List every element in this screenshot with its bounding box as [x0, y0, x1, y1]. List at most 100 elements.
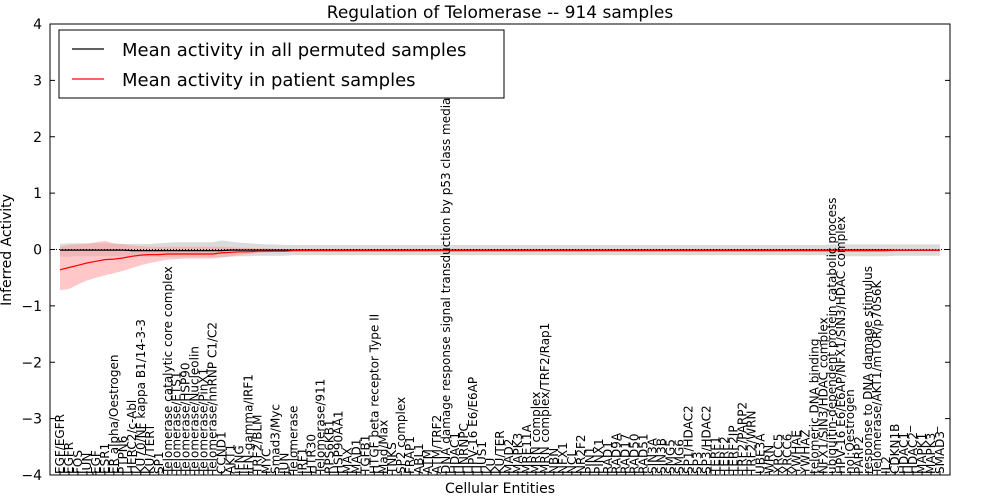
x-category-label: UBE3A: [753, 433, 767, 474]
x-category-label: JUN: [80, 453, 94, 475]
x-category-label: HDAC1: [448, 432, 462, 474]
x-category-label: response to DNA damage stimulus: [861, 266, 875, 474]
x-category-label: IL2: [879, 456, 893, 474]
x-category-label: PTPN6: [116, 436, 130, 474]
chart-title: Regulation of Telomerase -- 914 samples: [327, 3, 674, 23]
x-category-label: SMAD3: [933, 431, 947, 474]
x-category-label: MRE11A: [520, 423, 534, 474]
x-category-label: Smad3/Myc: [269, 404, 283, 474]
x-category-label: IFN-gamma/IRF1: [242, 374, 256, 474]
x-category-label: nol:Oestrogen: [843, 389, 857, 474]
x-category-label: TRF2/PARP2: [735, 402, 749, 475]
x-category-label: SMG6: [673, 439, 687, 474]
x-category-label: telomeric DNA binding: [807, 339, 821, 475]
x-category-label: HDAC2: [906, 432, 920, 474]
x-category-label: EGFR: [62, 442, 76, 474]
x-category-label: NR2F2: [574, 435, 588, 475]
y-tick-label: 2: [33, 130, 42, 146]
x-category-label: XRCC6: [780, 434, 794, 474]
x-category-label: SMG5: [664, 439, 678, 474]
x-category-label: Telomerase/HSP90: [179, 362, 193, 475]
x-category-label: MYC: [260, 449, 274, 474]
x-category-label: PARP2: [852, 436, 866, 474]
x-category-label: MAD2: [502, 439, 516, 474]
y-tick-label: −3: [21, 412, 42, 428]
y-tick-label: 1: [33, 186, 42, 202]
y-tick-label: 4: [33, 17, 42, 33]
x-category-label: AKT1: [224, 444, 238, 474]
x-category-label: TERF2: [718, 436, 732, 475]
x-category-label: MAPK3_: [924, 426, 938, 474]
x-category-label: SP2 complex: [394, 397, 408, 474]
x-category-label: PINX1: [592, 438, 606, 474]
y-tick-label: −4: [21, 468, 42, 484]
x-category-label: IRF1: [295, 448, 309, 474]
x-category-label: ER alpha/Oestrogen: [107, 355, 121, 474]
x-category-label: MAX: [340, 447, 354, 474]
x-category-label: HSP90AA1: [331, 410, 345, 474]
x-category-label: MAPK3: [511, 433, 525, 474]
x-category-label: NCL: [565, 450, 579, 474]
x-category-label: KU/TERT: [143, 423, 157, 474]
x-category-label: MRN complex/TRF2/Rap1: [538, 323, 552, 474]
y-tick-label: −1: [21, 299, 42, 315]
y-axis-label: Inferred Activity: [0, 194, 15, 306]
x-category-label: Telomerase/Nucleolin: [188, 346, 202, 475]
y-tick-label: 0: [33, 243, 42, 259]
x-category-label: MRN complex: [529, 392, 543, 474]
x-category-label: PIN1: [583, 447, 597, 474]
legend-permuted-label: Mean activity in all permuted samples: [122, 40, 466, 61]
x-category-label: Telomerase/AKT1/mTOR/p70S6K: [870, 279, 884, 475]
x-category-label: Telomerase/hnRNP C1/C2: [206, 322, 220, 475]
x-category-label: HDAC1_: [897, 425, 911, 474]
x-category-label: HUS1: [475, 441, 489, 474]
legend-patient-label: Mean activity in patient samples: [122, 70, 416, 91]
x-category-label: RAD1: [601, 441, 615, 474]
x-category-label: ESR1: [98, 443, 112, 474]
x-category-label: Telomerase/ETS1: [170, 371, 184, 475]
x-category-label: XRCC5: [771, 434, 785, 474]
x-category-label: RAD50: [628, 433, 642, 474]
x-category-label: TGFB1: [358, 435, 372, 475]
y-axis: 4 3 2 1 0 −1 −2 −3 −4: [21, 17, 950, 484]
x-category-label: HTGF beta receptor Type II: [367, 314, 381, 474]
x-category-label: EGF: [89, 450, 103, 474]
x-category-label: SP1: [152, 452, 166, 475]
x-category-label: ATM: [421, 449, 435, 474]
x-category-label: NBN: [547, 448, 561, 474]
x-category-label: SIN3A: [646, 437, 660, 474]
x-axis: [59, 471, 941, 475]
x-category-label: RAD51: [637, 433, 651, 474]
x-category-label: HERC2/c-Abl: [125, 400, 139, 474]
x-category-label: ATM/TRF2: [430, 415, 444, 474]
legend: Mean activity in all permuted samples Me…: [58, 29, 505, 99]
x-category-label: KU70/NF kappa B1/14-3-3: [134, 319, 148, 474]
x-category-label: KU/TER: [493, 430, 507, 474]
x-category-label: Telomerase/PinX1: [197, 368, 211, 475]
x-category-label: JUN_: [278, 446, 292, 475]
y-tick-label: −2: [21, 355, 42, 371]
x-category-label: MAPK1: [915, 433, 929, 474]
x-category-label: ubiquitin-dependent protein catabolic pr…: [825, 198, 839, 474]
x-category-label: RAD17: [619, 433, 633, 474]
x-category-label: HPV-16 E6/E6AP/NFX1/SIN3/HDAC complex: [834, 216, 848, 474]
x-category-label: TERF2IP: [727, 425, 741, 475]
x-category-label: Telomerase/911: [313, 379, 327, 475]
x-category-label: SP3/HDAC2: [700, 405, 714, 474]
x-category-label: NFX1: [556, 442, 570, 474]
x-category-label: SP3: [691, 452, 705, 475]
x-category-label: FRAP1: [403, 436, 417, 474]
x-category-label: Telomerase: [287, 406, 301, 475]
x-category-label: FOS: [71, 450, 85, 474]
x-category-label: ABL1: [412, 443, 426, 474]
x-category-label: CCND1: [215, 431, 229, 474]
x-category-label: HTR30: [304, 434, 318, 474]
x-category-label: Mad/Max: [376, 420, 390, 474]
x-category-label: TERF1: [709, 436, 723, 475]
x-category-label: Telomerase catalytic core complex: [161, 266, 175, 475]
x-category-label: IFNG: [233, 445, 247, 474]
x-category-label: YWHAZ: [798, 429, 812, 475]
x-category-label: NFX1/SIN3/HDAC complex: [816, 317, 830, 474]
